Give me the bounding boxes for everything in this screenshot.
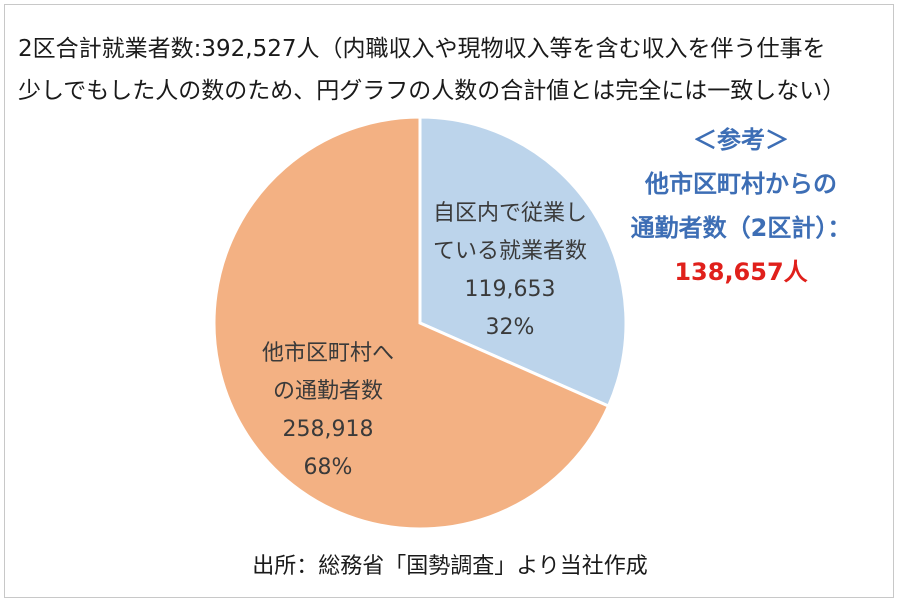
pie-slice-2 <box>212 115 611 531</box>
reference-line-1: 他市区町村からの <box>645 170 837 198</box>
reference-total: 138,657人 <box>674 258 808 286</box>
header-line-1: 2区合計就業者数:392,527人（内職収入や現物収入等を含む収入を伴う仕事を <box>18 36 826 62</box>
slice-percent-label-1: 32% <box>486 315 535 340</box>
source-note: 出所：総務省「国勢調査」より当社作成 <box>252 554 648 579</box>
pie-slice-1 <box>418 115 628 409</box>
header-line-2: 少しでもした人の数のため、円グラフの人数の合計値とは完全には一致しない） <box>18 78 846 104</box>
chart-frame <box>4 4 894 598</box>
slice-percent-label-2: 68% <box>304 455 353 480</box>
slice-label-line-2-1: ている就業者数 <box>433 239 587 264</box>
slice-value-label-1: 119,653 <box>465 277 556 302</box>
slice-label-line-1-1: 自区内で従業し <box>433 201 587 226</box>
slice-value-label-2: 258,918 <box>283 417 374 442</box>
chart-header: 2区合計就業者数:392,527人（内職収入や現物収入等を含む収入を伴う仕事を … <box>18 28 878 112</box>
reference-box: ＜参考＞ 他市区町村からの 通勤者数（2区計）： 138,657人 <box>610 118 872 294</box>
reference-heading: ＜参考＞ <box>693 126 789 154</box>
slice-label-line-1-2: 他市区町村へ <box>262 341 394 366</box>
reference-line-2: 通勤者数（2区計）： <box>630 214 852 242</box>
slice-label-line-2-2: の通勤者数 <box>273 379 383 404</box>
